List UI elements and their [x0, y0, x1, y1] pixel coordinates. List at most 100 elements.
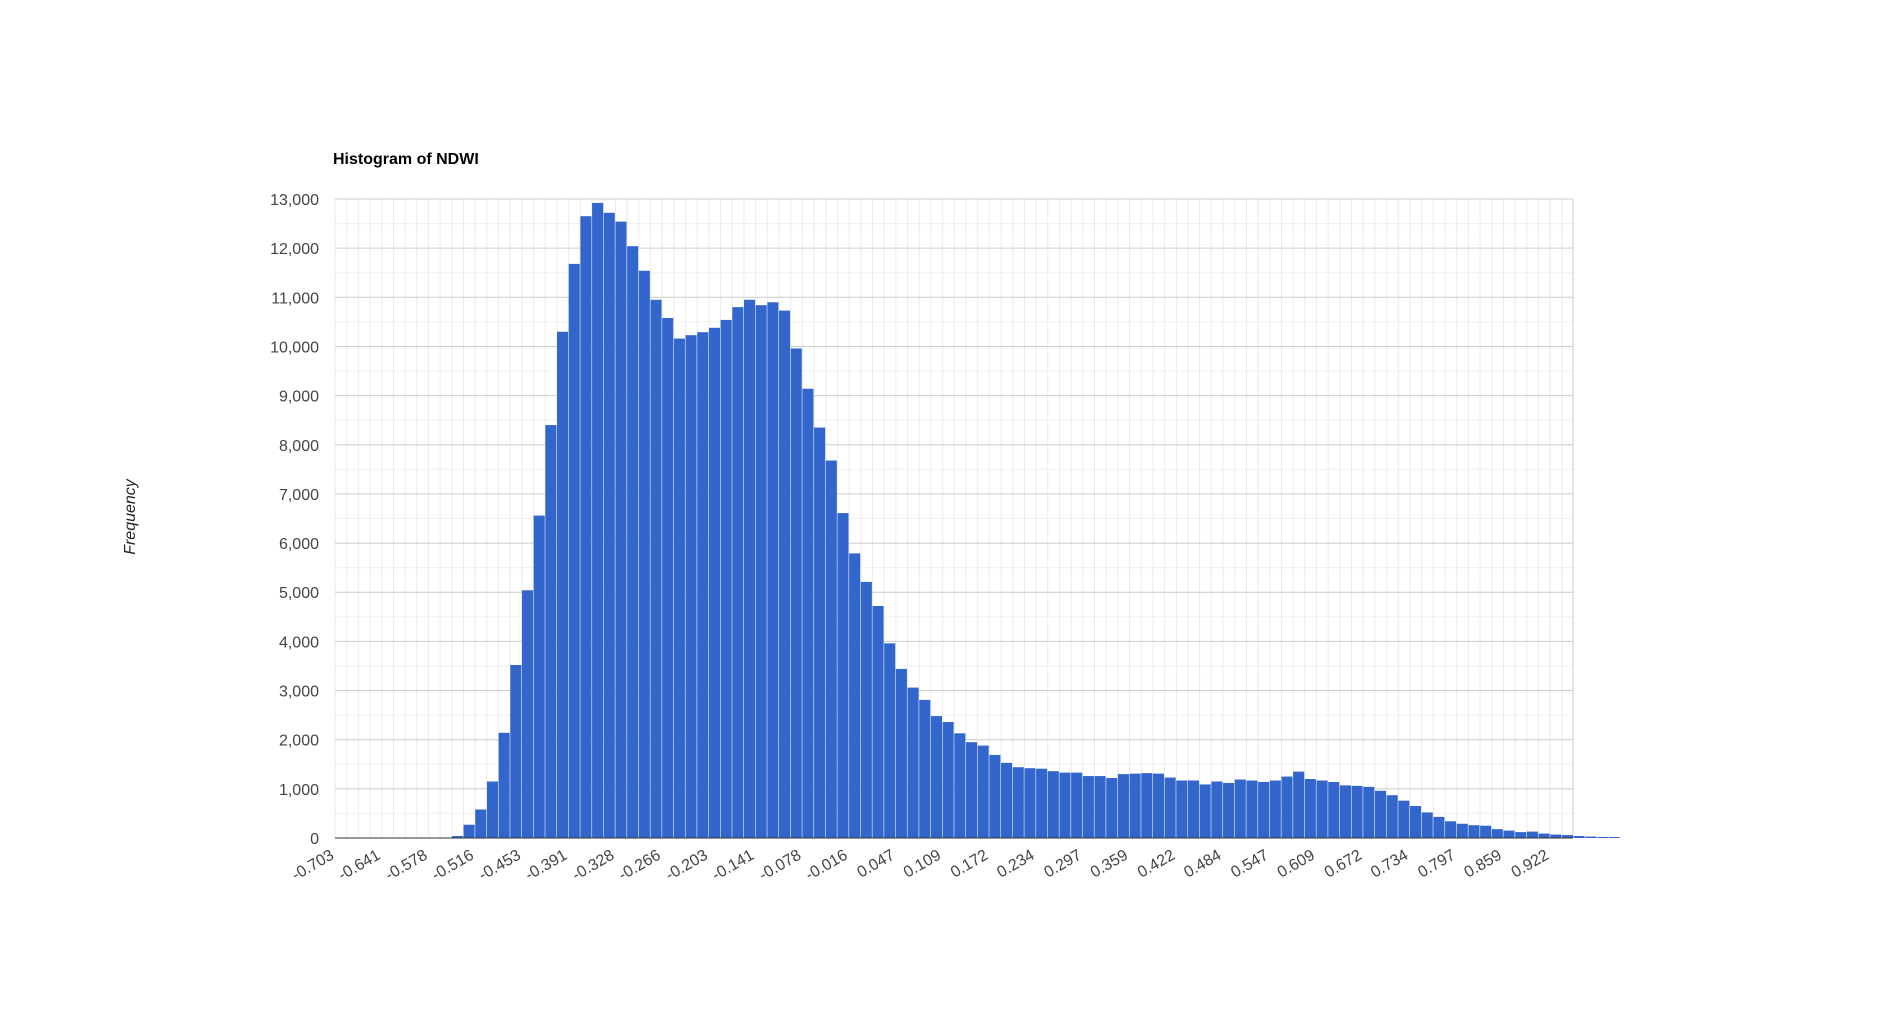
histogram-bar: [463, 824, 475, 838]
histogram-bar: [1258, 781, 1270, 838]
histogram-bar: [930, 716, 943, 838]
histogram-bar: [1550, 834, 1562, 838]
histogram-bar: [884, 643, 896, 838]
x-tick-label: -0.641: [336, 847, 384, 884]
histogram-bar: [872, 605, 884, 838]
histogram-bar: [790, 348, 802, 838]
histogram-bar: [685, 335, 697, 838]
histogram-bar: [1117, 774, 1129, 838]
histogram-bar: [451, 836, 463, 838]
histogram-bar: [1234, 779, 1246, 838]
histogram-bars: [451, 202, 1620, 839]
histogram-bar: [1024, 768, 1036, 838]
histogram-bar: [755, 305, 767, 838]
histogram-bar: [1293, 771, 1305, 838]
histogram-bar: [1187, 780, 1200, 838]
y-tick-label: 10,000: [270, 339, 319, 356]
histogram-bar: [1515, 832, 1527, 838]
y-axis-label: Frequency: [122, 478, 139, 555]
histogram-bar: [1596, 837, 1609, 838]
histogram-bar: [1001, 762, 1013, 838]
histogram-bar: [1480, 825, 1492, 838]
histogram-bar: [977, 745, 989, 838]
histogram-bar: [814, 427, 826, 838]
x-tick-label: 0.859: [1462, 847, 1505, 882]
histogram-bar: [1468, 825, 1480, 838]
histogram-bar: [1538, 833, 1550, 838]
x-tick-label: 0.547: [1228, 847, 1271, 882]
histogram-bar: [732, 307, 744, 839]
x-tick-label: 0.047: [855, 847, 898, 882]
y-tick-label: 7,000: [279, 487, 319, 504]
histogram-bar: [1036, 768, 1048, 838]
histogram-bar: [638, 270, 650, 838]
histogram-bar: [568, 263, 580, 839]
x-tick-label: 0.922: [1509, 847, 1552, 882]
histogram-bar: [545, 425, 557, 838]
x-tick-label: -0.266: [616, 847, 664, 884]
histogram-bar: [1456, 823, 1468, 838]
chart-title: Histogram of NDWI: [333, 151, 479, 168]
histogram-bar: [907, 687, 919, 838]
y-tick-label: 0: [310, 831, 319, 848]
histogram-bar: [849, 553, 861, 838]
x-tick-label: -0.078: [756, 847, 804, 884]
x-tick-label: 0.797: [1415, 847, 1458, 882]
histogram-bar: [1246, 780, 1258, 838]
y-tick-label: 9,000: [279, 389, 319, 406]
histogram-bar: [802, 388, 814, 838]
x-tick-label: 0.359: [1088, 847, 1131, 882]
histogram-bar: [965, 742, 978, 838]
y-tick-label: 11,000: [271, 290, 319, 307]
x-tick-label: 0.484: [1181, 847, 1224, 882]
histogram-bar: [1106, 778, 1118, 838]
histogram-bar: [592, 202, 604, 838]
histogram-bar: [673, 338, 685, 838]
histogram-bar: [1585, 836, 1597, 838]
y-tick-label: 1,000: [279, 782, 319, 799]
histogram-bar: [942, 721, 954, 838]
x-tick-label: -0.703: [289, 847, 337, 884]
histogram-bar: [1281, 776, 1293, 838]
histogram-bar: [1152, 773, 1165, 838]
histogram-bar: [1012, 767, 1024, 838]
histogram-bar: [1211, 781, 1223, 838]
x-tick-label: 0.422: [1135, 847, 1178, 882]
y-tick-label: 2,000: [279, 733, 319, 750]
histogram-bar: [1351, 785, 1363, 838]
x-tick-label: -0.391: [522, 847, 570, 884]
histogram-bar: [1573, 836, 1585, 838]
histogram-bar: [743, 299, 756, 838]
histogram-bar: [662, 317, 674, 839]
histogram-bar: [1223, 782, 1235, 838]
histogram-bar: [1304, 779, 1316, 838]
histogram-bar: [1374, 790, 1387, 838]
histogram-bar: [1503, 830, 1515, 838]
x-tick-label: 0.234: [994, 847, 1037, 882]
x-tick-label: 0.297: [1041, 847, 1084, 882]
histogram-bar: [1164, 777, 1176, 838]
histogram-bar: [1491, 829, 1503, 838]
histogram-bar: [1071, 772, 1083, 838]
histogram-bar: [650, 299, 662, 838]
histogram-bar: [1445, 821, 1457, 838]
histogram-bar: [1269, 780, 1281, 838]
histogram-bar: [837, 513, 849, 838]
histogram-bar: [510, 664, 522, 838]
histogram-bar: [1608, 837, 1620, 838]
histogram-bar: [1433, 816, 1445, 838]
histogram-bar: [1386, 795, 1398, 838]
y-tick-label: 6,000: [279, 536, 319, 553]
histogram-bar: [1047, 771, 1059, 838]
histogram-bar: [860, 581, 872, 838]
histogram-bar: [1328, 781, 1340, 838]
x-tick-label: -0.516: [429, 847, 477, 884]
x-axis-ticks: -0.703-0.641 -0.578-0.516 -0.453-0.391 -0.3…: [289, 847, 1552, 884]
y-tick-label: 8,000: [279, 438, 319, 455]
histogram-bar: [779, 310, 791, 838]
x-tick-label: -0.453: [476, 847, 524, 884]
histogram-bar: [720, 319, 732, 838]
histogram-bar: [580, 216, 592, 838]
y-tick-label: 13,000: [270, 192, 319, 209]
